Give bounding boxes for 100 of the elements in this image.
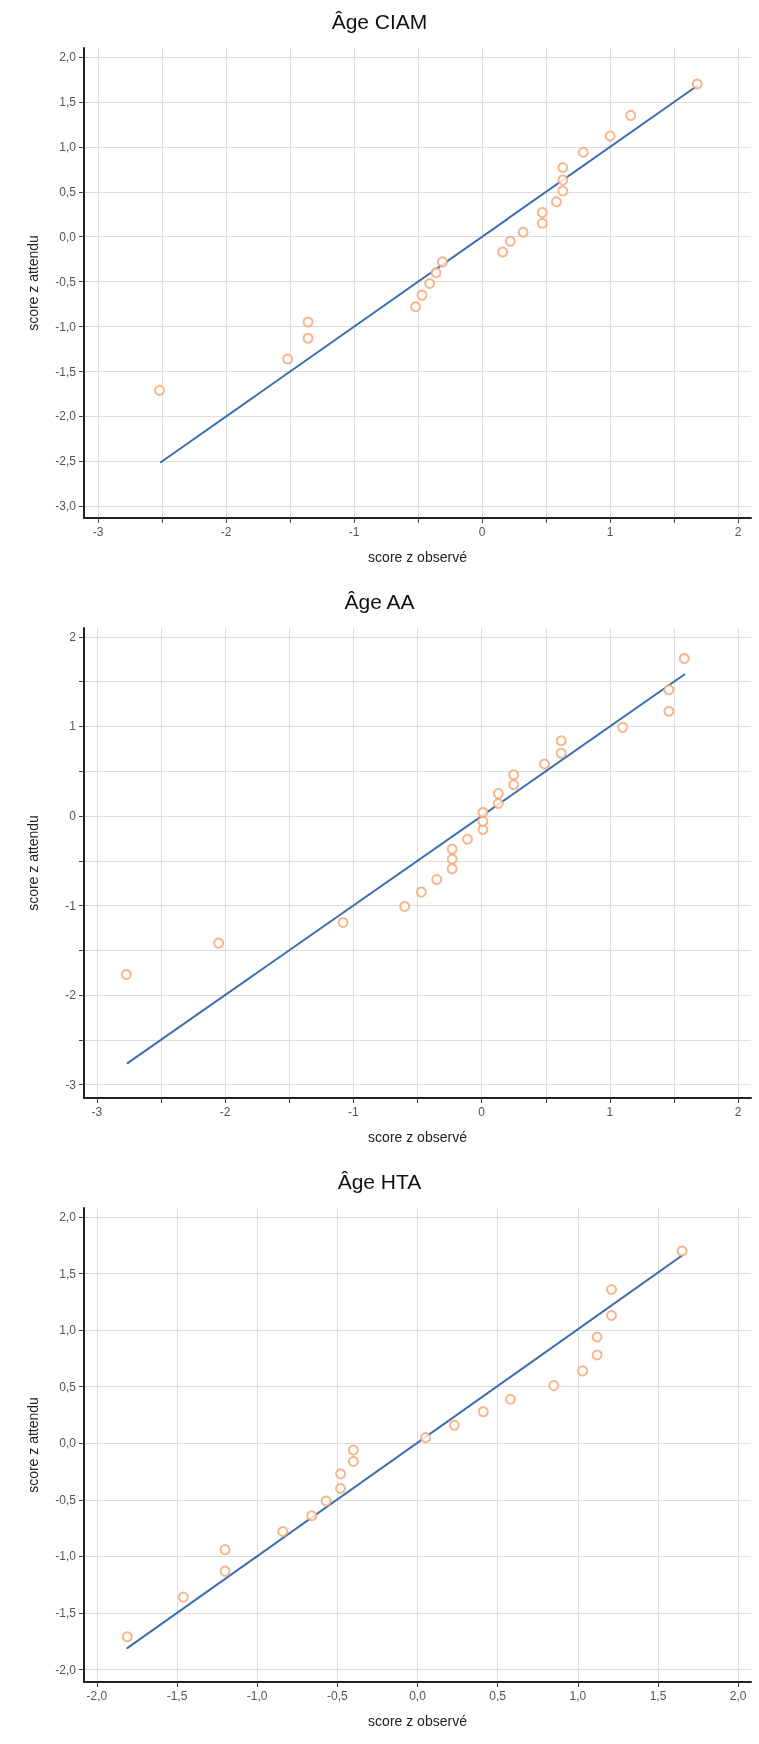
x-tick-label: 1,5 (649, 1689, 667, 1703)
y-tick-label: 2,0 (59, 1210, 77, 1225)
point (557, 174, 569, 186)
point (555, 735, 567, 747)
y-tick-label: -1,5 (55, 1605, 77, 1620)
point (448, 1419, 460, 1431)
point (591, 1331, 603, 1343)
x-axis-title: score z observé (368, 1713, 468, 1729)
x-tick-label: 2,0 (729, 1689, 747, 1703)
point (505, 1393, 516, 1405)
point (606, 1309, 618, 1321)
chart-title: Âge HTA (337, 1170, 422, 1193)
y-tick-label: -0,5 (55, 1492, 77, 1507)
y-tick-label: 0,5 (59, 184, 77, 199)
y-tick-label: -1,5 (55, 364, 77, 379)
point (550, 196, 562, 208)
y-tick-label: -1,0 (55, 319, 77, 334)
x-tick-label: 1,0 (569, 1689, 587, 1703)
y-tick-label: 2,0 (59, 49, 77, 64)
point (120, 968, 132, 980)
x-tick-label: 0,5 (489, 1689, 507, 1703)
point (492, 788, 504, 800)
y-tick-label: -3 (65, 1077, 77, 1092)
point (335, 1483, 347, 1495)
point (663, 684, 675, 696)
point (277, 1526, 289, 1538)
point (508, 779, 520, 791)
x-tick-label: 0 (478, 1105, 486, 1119)
point (477, 1406, 489, 1418)
y-tick-label: -1,0 (55, 1549, 77, 1564)
y-axis-title: score z attendu (25, 815, 41, 911)
y-tick-label: 0,0 (59, 229, 77, 244)
point (691, 78, 703, 90)
y-tick-label: 0 (69, 809, 77, 823)
point (431, 874, 443, 886)
x-axis-title: score z observé (368, 549, 468, 565)
point (548, 1380, 560, 1392)
point (536, 217, 548, 229)
y-tick-label: 1,0 (59, 1323, 77, 1338)
point (555, 747, 567, 759)
chart-title: Âge AA (344, 590, 415, 613)
point (492, 797, 504, 809)
y-tick-label: -2,5 (55, 454, 77, 469)
x-tick-label: -1,0 (246, 1689, 268, 1703)
point (416, 289, 428, 301)
point (477, 815, 489, 827)
point (539, 758, 550, 770)
y-tick-label: 0,0 (59, 1436, 77, 1451)
y-tick-label: -2 (65, 988, 77, 1003)
point (557, 162, 569, 174)
y-tick-label: 2 (69, 629, 77, 644)
point (604, 130, 616, 142)
point (430, 267, 442, 279)
point (337, 917, 349, 929)
x-tick-label: -3 (92, 525, 104, 539)
point (335, 1468, 347, 1480)
point (462, 833, 474, 845)
point (508, 769, 520, 781)
point (617, 721, 629, 733)
x-tick-label: 0,0 (409, 1689, 427, 1703)
y-axis-title: score z attendu (25, 235, 41, 331)
point (347, 1455, 359, 1467)
x-tick-label: -3 (91, 1105, 103, 1119)
y-tick-label: 1 (69, 719, 77, 734)
point (557, 185, 569, 197)
point (446, 853, 458, 865)
point (213, 937, 225, 949)
point (424, 277, 436, 289)
y-tick-label: 0,5 (59, 1379, 77, 1394)
point (497, 246, 509, 258)
point (446, 843, 458, 855)
point (121, 1631, 133, 1643)
point (517, 226, 529, 238)
y-tick-label: -2,0 (55, 1662, 77, 1677)
point (302, 332, 314, 344)
chart-title: Âge CIAM (331, 10, 428, 33)
y-axis-title: score z attendu (25, 1397, 41, 1493)
x-tick-label: 1 (606, 525, 614, 539)
point (504, 235, 516, 247)
point (219, 1544, 231, 1556)
point (410, 301, 422, 313)
point (625, 109, 637, 121)
point (577, 146, 589, 158)
point (306, 1510, 318, 1522)
point (477, 806, 489, 818)
point (347, 1444, 359, 1456)
x-tick-label: -1 (348, 1105, 360, 1119)
point (399, 900, 411, 912)
point (606, 1283, 618, 1295)
point (219, 1565, 231, 1577)
y-tick-label: -0,5 (55, 274, 77, 289)
point (678, 652, 690, 664)
point (302, 316, 314, 328)
y-tick-label: -2,0 (55, 409, 77, 424)
x-tick-label: -0,5 (326, 1689, 348, 1703)
point (663, 705, 675, 717)
y-tick-label: 1,5 (59, 1266, 77, 1281)
x-tick-label: 1 (606, 1105, 614, 1119)
x-tick-label: 2 (734, 1105, 742, 1119)
y-tick-label: 1,0 (59, 139, 77, 154)
